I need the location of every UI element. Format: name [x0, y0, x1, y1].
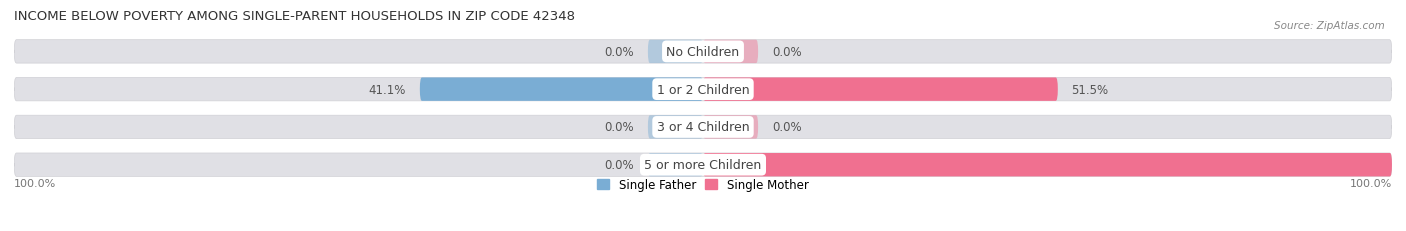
Text: 0.0%: 0.0%: [772, 121, 801, 134]
Text: 3 or 4 Children: 3 or 4 Children: [657, 121, 749, 134]
FancyBboxPatch shape: [703, 78, 1057, 101]
FancyBboxPatch shape: [703, 116, 758, 139]
FancyBboxPatch shape: [648, 116, 703, 139]
Legend: Single Father, Single Mother: Single Father, Single Mother: [598, 179, 808, 192]
FancyBboxPatch shape: [703, 40, 758, 64]
Text: 5 or more Children: 5 or more Children: [644, 158, 762, 171]
FancyBboxPatch shape: [14, 78, 1392, 101]
Text: No Children: No Children: [666, 46, 740, 59]
Text: 100.0%: 100.0%: [14, 179, 56, 189]
Text: 41.1%: 41.1%: [368, 83, 406, 96]
Text: 100.0%: 100.0%: [1350, 179, 1392, 189]
FancyBboxPatch shape: [648, 153, 703, 177]
FancyBboxPatch shape: [648, 40, 703, 64]
Text: 51.5%: 51.5%: [1071, 83, 1109, 96]
Text: 0.0%: 0.0%: [605, 121, 634, 134]
Text: 0.0%: 0.0%: [605, 46, 634, 59]
FancyBboxPatch shape: [14, 116, 1392, 139]
Text: 1 or 2 Children: 1 or 2 Children: [657, 83, 749, 96]
FancyBboxPatch shape: [420, 78, 703, 101]
Text: 0.0%: 0.0%: [772, 46, 801, 59]
Text: INCOME BELOW POVERTY AMONG SINGLE-PARENT HOUSEHOLDS IN ZIP CODE 42348: INCOME BELOW POVERTY AMONG SINGLE-PARENT…: [14, 9, 575, 22]
FancyBboxPatch shape: [14, 153, 1392, 177]
FancyBboxPatch shape: [703, 153, 1392, 177]
Text: Source: ZipAtlas.com: Source: ZipAtlas.com: [1274, 21, 1385, 31]
Text: 0.0%: 0.0%: [605, 158, 634, 171]
FancyBboxPatch shape: [14, 40, 1392, 64]
